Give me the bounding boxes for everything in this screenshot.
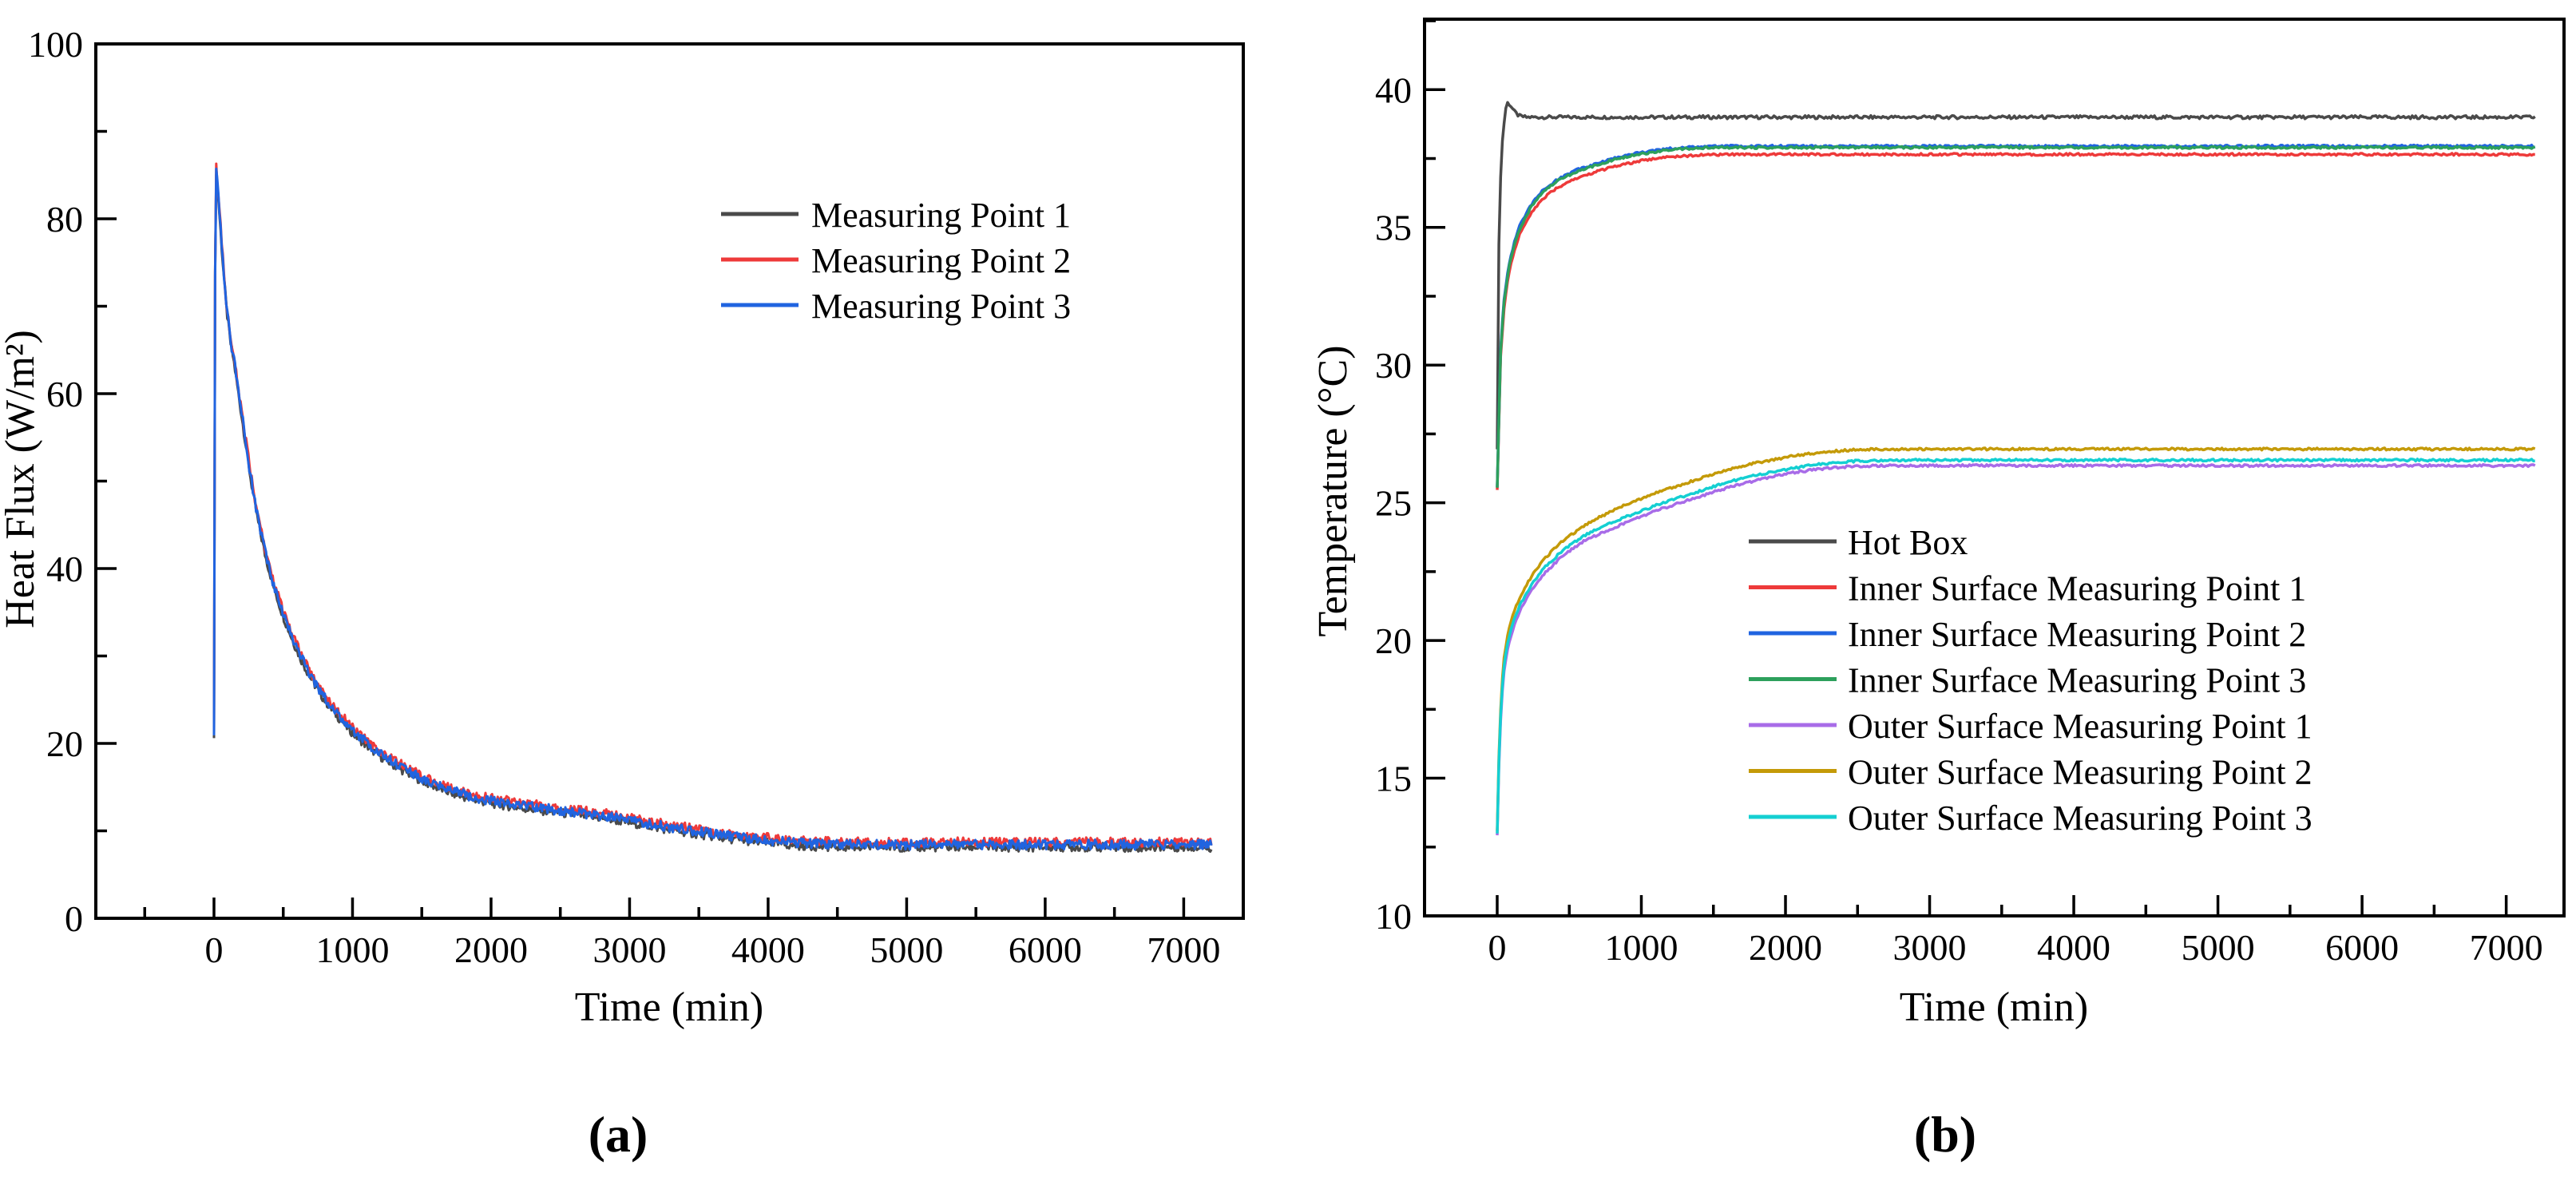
x-tick-label: 1000 xyxy=(315,929,389,970)
series-line-inner-surface-measuring-point-2 xyxy=(1496,143,2535,488)
x-tick-label: 2000 xyxy=(454,929,528,970)
legend-item: Measuring Point 3 xyxy=(721,287,1071,326)
chart-temperature: Time (min) Temperature (°C) 0 1000 2000 300… xyxy=(1310,18,2566,1030)
subfigure-label-a: (a) xyxy=(588,1106,648,1163)
legend-label: Measuring Point 3 xyxy=(811,287,1071,326)
y-tick-label: 15 xyxy=(1375,759,1412,799)
x-tick-label: 1000 xyxy=(1605,927,1678,968)
legend-label: Inner Surface Measuring Point 2 xyxy=(1848,615,2306,654)
x-tick-label: 2000 xyxy=(1749,927,1822,968)
series-line-measuring-point-3 xyxy=(212,167,1213,851)
legend-label: Inner Surface Measuring Point 1 xyxy=(1848,569,2306,608)
series-line-outer-surface-measuring-point-3 xyxy=(1496,458,2535,834)
series-line-inner-surface-measuring-point-1 xyxy=(1496,152,2535,490)
y-tick-label: 0 xyxy=(65,898,83,939)
plot-border xyxy=(1423,18,2566,917)
y-tick-label: 20 xyxy=(46,723,83,764)
legend-item: Outer Surface Measuring Point 2 xyxy=(1749,753,2312,792)
legend-label: Hot Box xyxy=(1848,523,1968,562)
chart-heat-flux: Time (min) Heat Flux (W/m²) 0 1000 2000 300… xyxy=(0,24,1245,1030)
series-line-hot-box xyxy=(1496,101,2536,450)
legend-label: Outer Surface Measuring Point 2 xyxy=(1848,753,2312,792)
series-line-inner-surface-measuring-point-3 xyxy=(1496,145,2536,488)
x-tick-label: 3000 xyxy=(592,929,666,970)
y-axis-title: Temperature (°C) xyxy=(1310,345,1356,636)
y-tick-label: 30 xyxy=(1375,345,1412,386)
y-tick-label: 40 xyxy=(1375,69,1412,110)
series-line-outer-surface-measuring-point-2 xyxy=(1496,446,2536,831)
subfigure-label-b: (b) xyxy=(1913,1106,1977,1163)
plot-border xyxy=(94,42,1245,920)
legend-label: Outer Surface Measuring Point 3 xyxy=(1848,799,2312,838)
legend-item: Outer Surface Measuring Point 1 xyxy=(1749,707,2312,746)
legend-item: Outer Surface Measuring Point 3 xyxy=(1749,799,2312,838)
x-axis-title: Time (min) xyxy=(575,985,763,1030)
legend-label: Measuring Point 2 xyxy=(811,241,1071,280)
legend-item: Inner Surface Measuring Point 3 xyxy=(1749,661,2306,700)
x-tick-label: 7000 xyxy=(1147,929,1220,970)
legend-item: Inner Surface Measuring Point 1 xyxy=(1749,569,2306,608)
y-tick-label: 35 xyxy=(1375,208,1412,248)
legend-label: Measuring Point 1 xyxy=(811,196,1071,235)
x-tick-label: 0 xyxy=(204,929,223,970)
y-tick-label: 25 xyxy=(1375,483,1412,524)
legend-item: Hot Box xyxy=(1749,523,1968,562)
x-tick-label: 6000 xyxy=(1009,929,1082,970)
x-tick-label: 7000 xyxy=(2470,927,2543,968)
y-tick-label: 10 xyxy=(1375,896,1412,937)
y-tick-label: 100 xyxy=(28,24,83,65)
x-tick-label: 6000 xyxy=(2325,927,2399,968)
legend-item: Measuring Point 1 xyxy=(721,196,1071,235)
x-tick-label: 3000 xyxy=(1893,927,1967,968)
y-tick-label: 40 xyxy=(46,549,83,589)
legend-item: Measuring Point 2 xyxy=(721,241,1071,280)
y-axis-title: Heat Flux (W/m²) xyxy=(0,330,43,628)
x-tick-label: 5000 xyxy=(870,929,943,970)
x-tick-label: 4000 xyxy=(731,929,805,970)
legend-label: Outer Surface Measuring Point 1 xyxy=(1848,707,2312,746)
y-tick-label: 20 xyxy=(1375,620,1412,661)
x-tick-label: 0 xyxy=(1488,927,1506,968)
y-tick-label: 80 xyxy=(46,199,83,240)
x-tick-label: 5000 xyxy=(2182,927,2255,968)
y-tick-label: 60 xyxy=(46,374,83,414)
series-line-outer-surface-measuring-point-1 xyxy=(1496,462,2536,836)
legend-item: Inner Surface Measuring Point 2 xyxy=(1749,615,2306,654)
x-axis-title: Time (min) xyxy=(1900,985,2088,1030)
legend-label: Inner Surface Measuring Point 3 xyxy=(1848,661,2306,700)
x-tick-label: 4000 xyxy=(2037,927,2110,968)
